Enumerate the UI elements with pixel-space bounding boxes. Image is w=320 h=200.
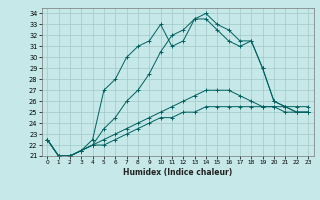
X-axis label: Humidex (Indice chaleur): Humidex (Indice chaleur): [123, 168, 232, 177]
